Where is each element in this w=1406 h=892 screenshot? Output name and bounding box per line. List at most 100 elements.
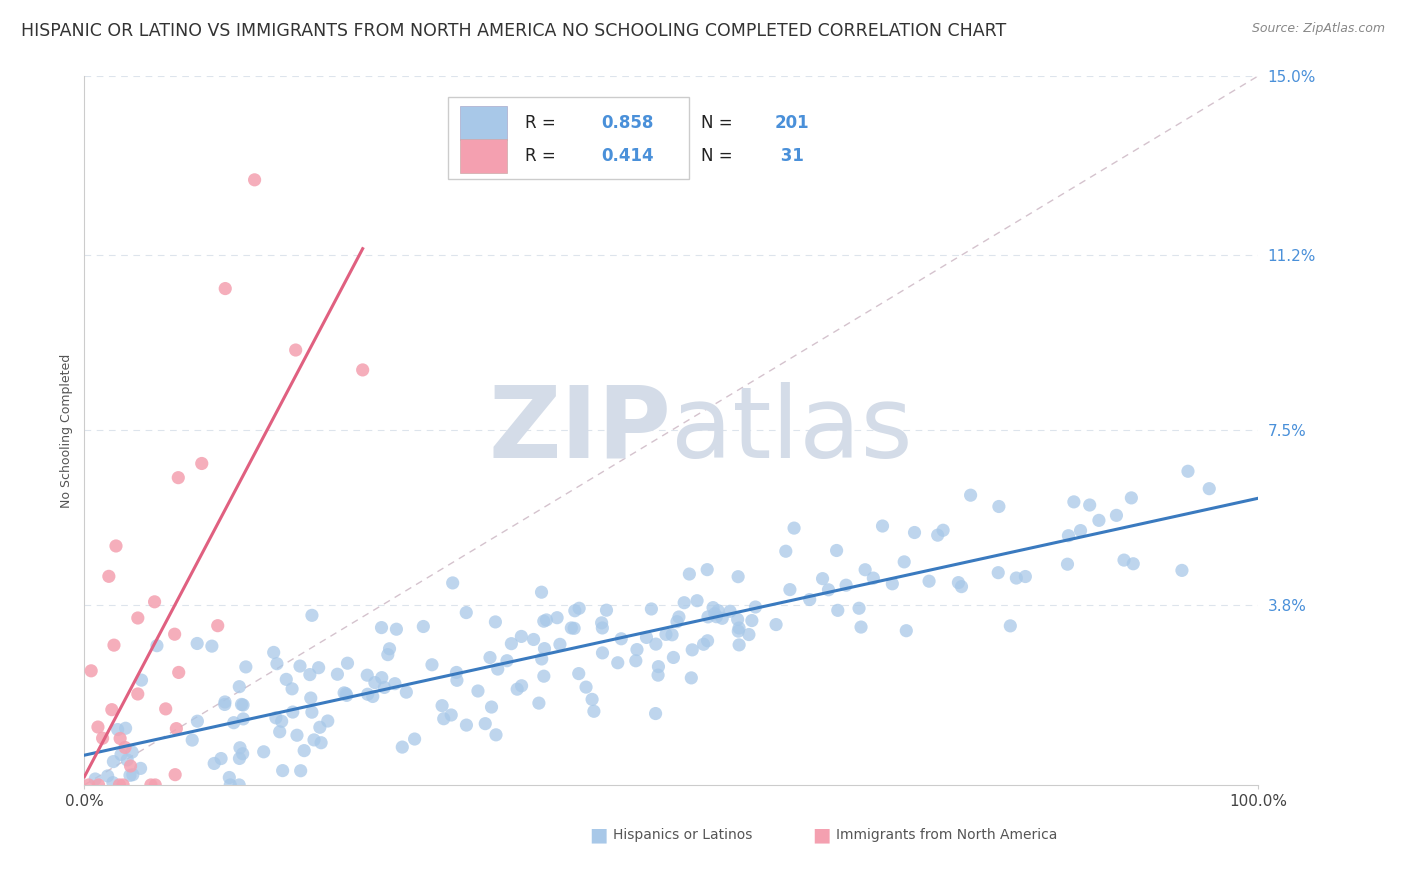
Point — [356, 687, 378, 701]
Point — [228, 751, 250, 765]
Text: atlas: atlas — [672, 382, 912, 479]
Point — [848, 601, 870, 615]
Point — [263, 645, 285, 659]
Point — [91, 731, 114, 746]
Point — [872, 519, 894, 533]
Point — [510, 629, 533, 643]
Point — [560, 621, 582, 635]
Point — [139, 778, 162, 792]
Point — [336, 689, 359, 703]
Text: ■: ■ — [813, 825, 831, 844]
Point — [219, 778, 242, 792]
Point — [696, 563, 718, 577]
Point — [546, 610, 568, 624]
Point — [1070, 524, 1092, 538]
Point — [104, 539, 127, 553]
Point — [231, 698, 253, 712]
Point — [207, 618, 229, 632]
Point — [266, 657, 288, 671]
Point — [692, 637, 714, 651]
Point — [333, 686, 356, 700]
Point — [1088, 513, 1111, 527]
Point — [702, 600, 724, 615]
Point — [527, 696, 550, 710]
Point — [853, 563, 876, 577]
Point — [1078, 498, 1101, 512]
Point — [1171, 563, 1194, 577]
Point — [644, 637, 666, 651]
Point — [155, 702, 177, 716]
Point — [662, 650, 685, 665]
Point — [352, 363, 374, 377]
Point — [309, 736, 332, 750]
Point — [114, 740, 136, 755]
Point — [115, 753, 138, 767]
Point — [395, 685, 418, 699]
Point — [681, 671, 703, 685]
Point — [87, 778, 110, 792]
Point — [232, 712, 254, 726]
Point — [681, 643, 703, 657]
Point — [336, 657, 359, 671]
Point — [530, 585, 553, 599]
Point — [827, 603, 849, 617]
Point — [456, 718, 478, 732]
Point — [626, 642, 648, 657]
Point — [112, 778, 135, 792]
Point — [1000, 619, 1022, 633]
Point — [496, 654, 519, 668]
Point — [606, 656, 628, 670]
Text: R =: R = — [524, 113, 561, 132]
Point — [129, 761, 152, 775]
Point — [186, 636, 208, 650]
Point — [530, 652, 553, 666]
Point — [640, 602, 662, 616]
Point — [624, 654, 647, 668]
Point — [228, 680, 250, 694]
Point — [950, 580, 973, 594]
Point — [433, 712, 456, 726]
Point — [501, 637, 523, 651]
Y-axis label: No Schooling Completed: No Schooling Completed — [60, 353, 73, 508]
Point — [186, 714, 208, 729]
Point — [191, 457, 214, 471]
Point — [775, 544, 797, 558]
Point — [678, 567, 700, 582]
Point — [533, 614, 555, 628]
Point — [474, 716, 496, 731]
Point — [591, 621, 613, 635]
Point — [825, 543, 848, 558]
Text: N =: N = — [700, 147, 738, 165]
Point — [253, 745, 276, 759]
Point — [523, 632, 546, 647]
Point — [97, 769, 120, 783]
Point — [87, 720, 110, 734]
Point — [703, 607, 725, 621]
Point — [235, 660, 257, 674]
Point — [285, 728, 308, 742]
Text: Source: ZipAtlas.com: Source: ZipAtlas.com — [1251, 22, 1385, 36]
Point — [361, 690, 384, 704]
Point — [281, 681, 304, 696]
Point — [127, 611, 149, 625]
Point — [121, 767, 143, 781]
Point — [510, 679, 533, 693]
Point — [143, 595, 166, 609]
Point — [308, 720, 330, 734]
Point — [711, 611, 734, 625]
Point — [835, 578, 858, 592]
Point — [371, 671, 394, 685]
Point — [741, 614, 763, 628]
Point — [165, 767, 187, 781]
Point — [673, 596, 696, 610]
Point — [811, 572, 834, 586]
Point — [1056, 558, 1078, 572]
Point — [143, 778, 166, 792]
Point — [738, 627, 761, 641]
Point — [108, 778, 131, 792]
Point — [1177, 464, 1199, 478]
Point — [1122, 557, 1144, 571]
Point — [391, 740, 413, 755]
Text: 31: 31 — [775, 147, 804, 165]
Point — [302, 732, 325, 747]
